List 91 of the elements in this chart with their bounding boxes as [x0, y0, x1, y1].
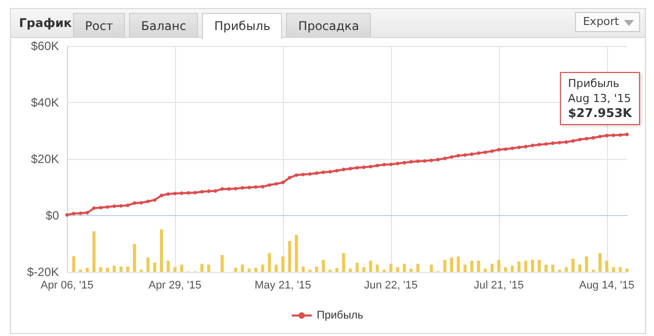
- bar: [356, 262, 359, 272]
- bar: [544, 264, 548, 272]
- text: Прибыль: [202, 13, 282, 39]
- bar: [207, 264, 210, 272]
- bar: [564, 267, 568, 272]
- chart-title: График: [19, 16, 72, 30]
- bar: [220, 255, 224, 272]
- bar: [396, 267, 400, 272]
- legend-label: Прибыль: [316, 310, 364, 322]
- bar: [464, 264, 467, 272]
- bar: [510, 266, 514, 272]
- bar: [99, 267, 102, 272]
- bar: [240, 264, 244, 272]
- bar: [497, 260, 500, 272]
- bar: [72, 256, 76, 272]
- bar: [389, 264, 392, 272]
- bar: [166, 260, 170, 272]
- bar: [153, 262, 156, 272]
- bar: [504, 267, 508, 272]
- bar: [254, 268, 258, 272]
- bar: [281, 256, 284, 272]
- y-tick-label: $0: [46, 208, 60, 222]
- bar: [443, 260, 446, 272]
- bar: [490, 264, 494, 272]
- bar: [518, 262, 521, 272]
- y-tick-label: $20K: [30, 152, 59, 166]
- bar: [274, 264, 278, 272]
- bar: [362, 267, 366, 272]
- bar: [585, 256, 588, 272]
- y-tick-label: $60K: [30, 39, 59, 53]
- bar: [402, 264, 406, 272]
- bar: [322, 260, 325, 272]
- bar: [173, 267, 176, 272]
- x-tick-label: Apr 06, '15: [40, 280, 94, 292]
- x-tick-label: Aug 14, '15: [579, 280, 634, 292]
- x-tick-label: Jul 21, '15: [474, 280, 524, 292]
- x-tick-label: May 21, '15: [254, 280, 312, 292]
- bar: [234, 268, 238, 272]
- bar: [315, 266, 318, 272]
- bar: [484, 268, 487, 272]
- text: Просадка: [286, 13, 372, 38]
- bar: [618, 267, 622, 272]
- bar: [376, 264, 379, 272]
- bar: [416, 264, 420, 272]
- annotation: $27.953K: [568, 106, 632, 121]
- bar: [288, 240, 292, 272]
- x-tick-label: Apr 29, '15: [148, 280, 202, 292]
- y-tick-label: $-20K: [26, 265, 59, 279]
- bar: [410, 268, 413, 272]
- bar: [524, 260, 528, 272]
- bar: [342, 253, 346, 272]
- bar: [369, 260, 372, 272]
- bar: [612, 267, 616, 272]
- bar: [248, 268, 251, 272]
- bar: [261, 264, 264, 272]
- annotation: Aug 13, '15: [568, 90, 632, 106]
- bar: [132, 244, 136, 272]
- bar: [294, 234, 298, 272]
- bar: [112, 266, 116, 272]
- bar: [538, 260, 541, 272]
- bar: [348, 268, 352, 272]
- bar: [86, 268, 89, 272]
- bar: [268, 253, 271, 272]
- bar: [470, 260, 474, 272]
- bar: [598, 253, 602, 272]
- bar: [626, 268, 628, 272]
- bar: [477, 260, 480, 272]
- bar: [92, 231, 96, 272]
- bar: [180, 264, 184, 272]
- bar: [605, 260, 608, 272]
- bar: [551, 264, 554, 272]
- y-tick-label: $40K: [30, 96, 59, 110]
- bar: [335, 268, 338, 272]
- bar: [126, 266, 130, 272]
- bar: [578, 264, 582, 272]
- text: Export: [574, 12, 640, 32]
- bar: [146, 258, 150, 272]
- bar: [456, 256, 460, 272]
- bar: [430, 264, 433, 272]
- bar: [106, 268, 109, 272]
- annotation: Прибыль: [568, 76, 620, 91]
- x-tick-label: Jun 22, '15: [364, 280, 418, 292]
- bar: [160, 229, 163, 272]
- text: Рост: [73, 13, 126, 38]
- bar: [119, 266, 122, 272]
- bar: [200, 264, 204, 272]
- bar: [302, 266, 305, 272]
- bar: [531, 260, 534, 272]
- text: Баланс: [129, 13, 198, 38]
- bar: [572, 258, 575, 272]
- bar: [450, 258, 454, 272]
